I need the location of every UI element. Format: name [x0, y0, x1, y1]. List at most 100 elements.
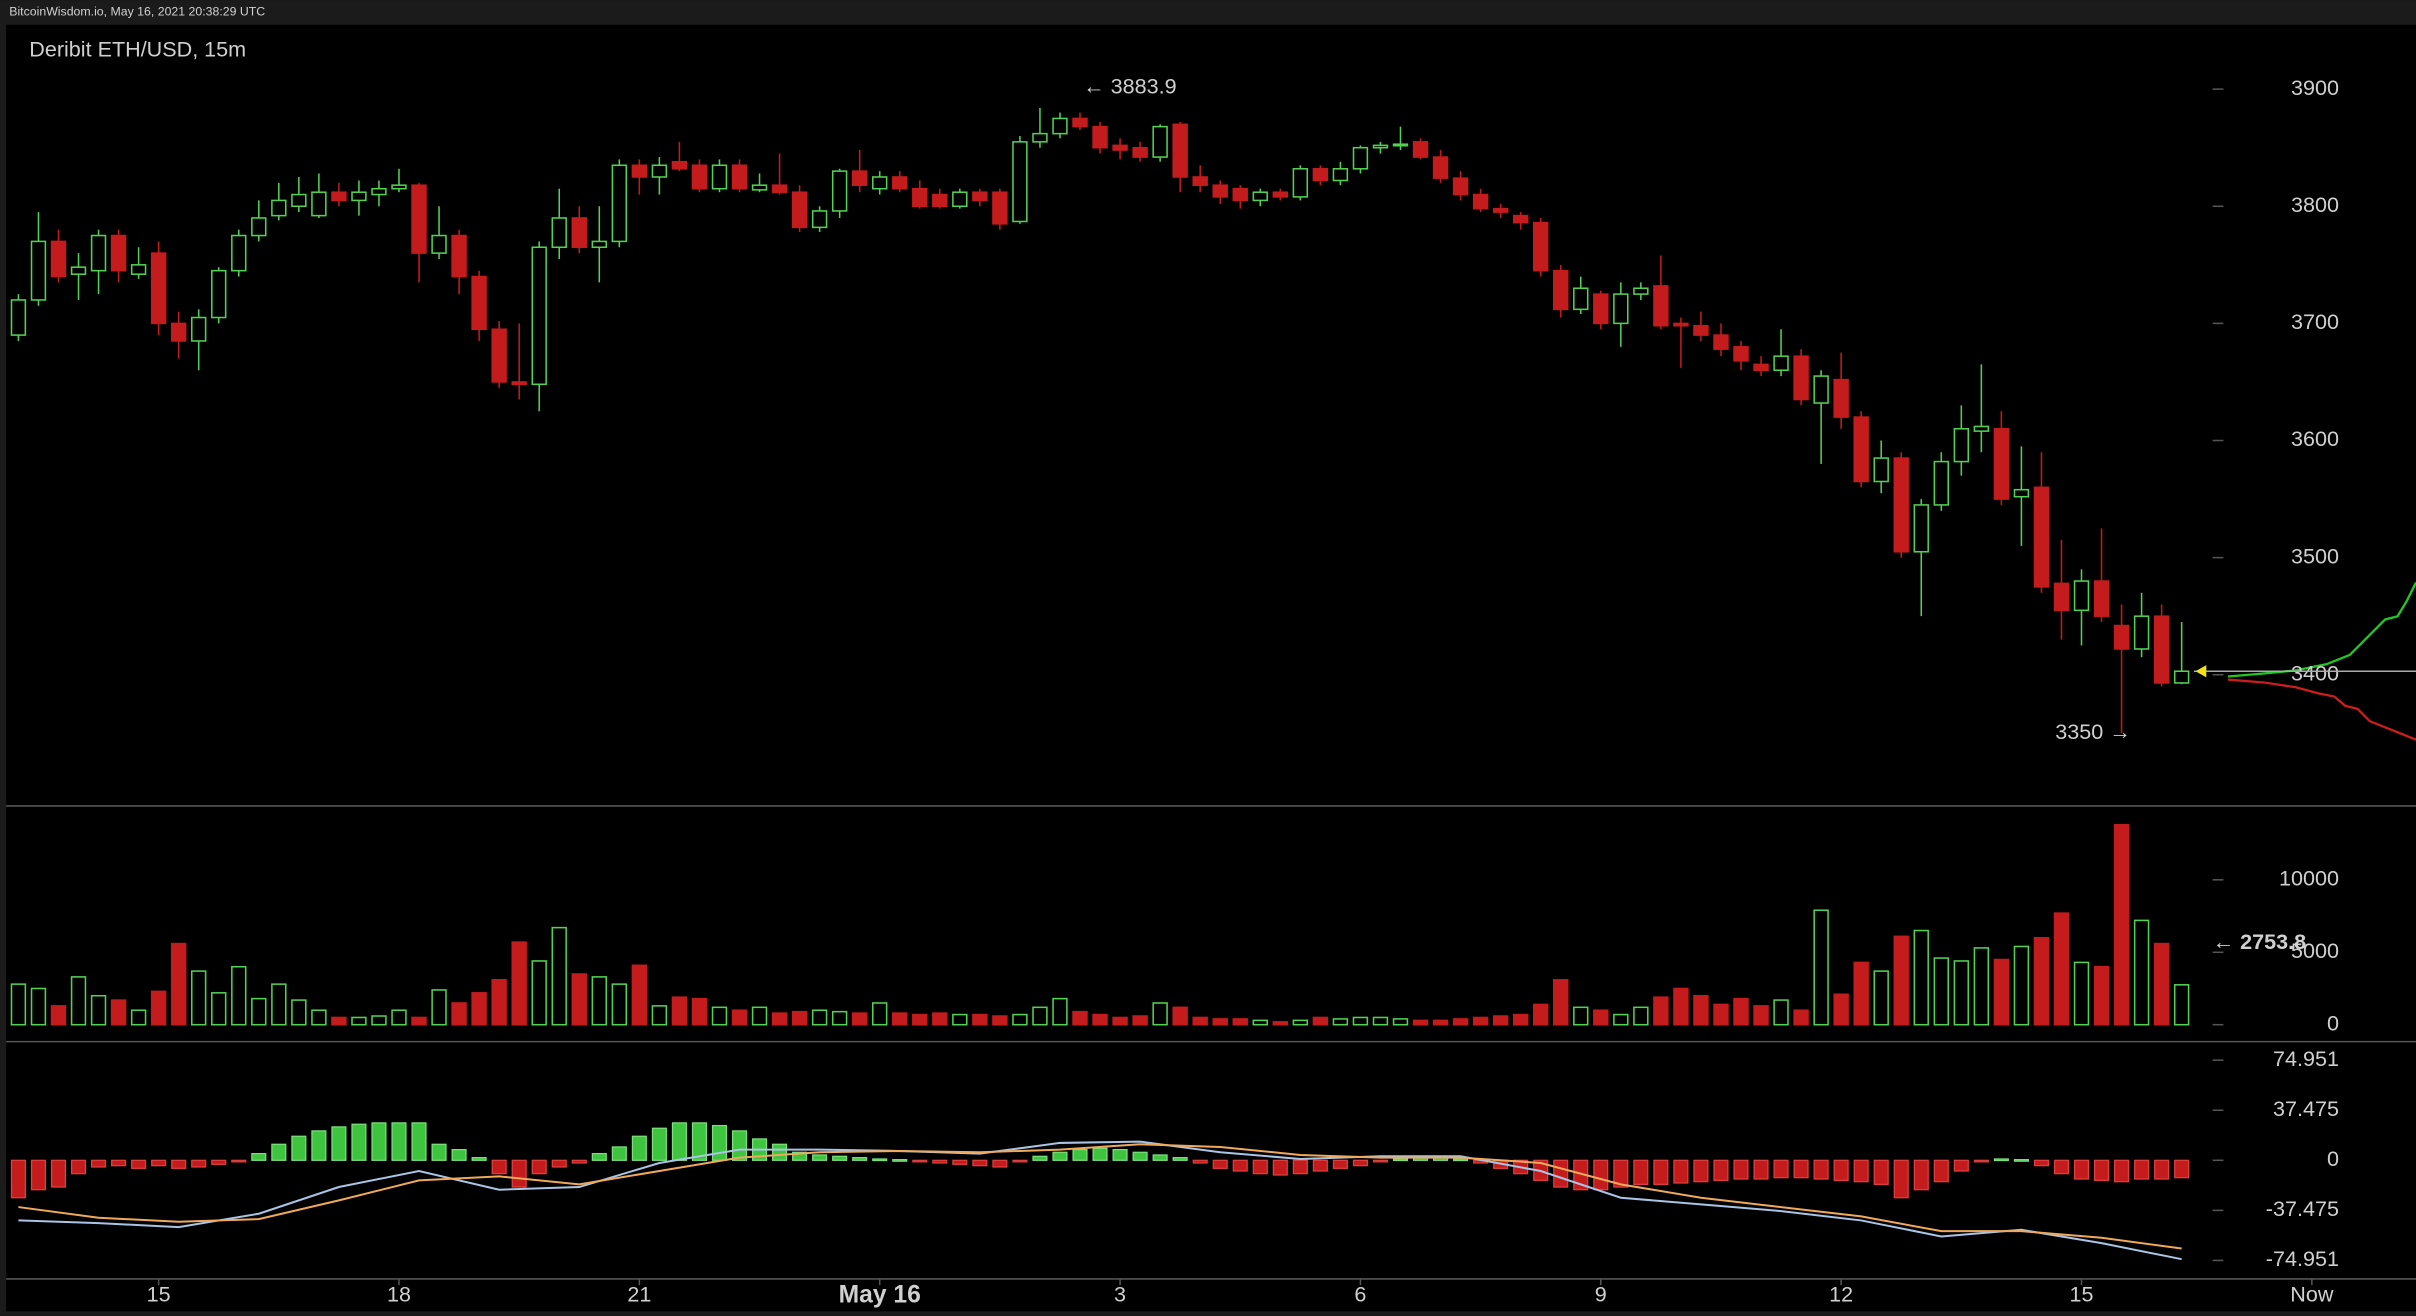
volume-bar — [912, 1013, 928, 1026]
candle-body — [531, 246, 547, 386]
volume-bar — [451, 1002, 467, 1026]
candle-body — [1332, 168, 1349, 182]
volume-bar — [491, 979, 507, 1026]
candle-body — [691, 164, 708, 190]
candle-body — [952, 191, 968, 208]
macd-histogram-bar — [1232, 1159, 1248, 1172]
candle-body — [50, 240, 67, 278]
candle-body — [1312, 168, 1329, 182]
macd-histogram-bar — [131, 1159, 147, 1169]
volume-bar — [972, 1013, 988, 1026]
volume-bar — [2093, 965, 2110, 1026]
macd-histogram-bar — [1272, 1159, 1288, 1176]
macd-histogram-bar — [852, 1157, 868, 1161]
volume-bar — [1913, 929, 1929, 1026]
candle-body — [1713, 334, 1729, 350]
volume-bar — [1753, 1005, 1769, 1026]
macd-histogram-bar — [191, 1159, 207, 1168]
candle-body — [1532, 221, 1549, 272]
volume-bar — [1472, 1016, 1489, 1026]
macd-histogram-bar — [1312, 1159, 1328, 1172]
candle-body — [1693, 324, 1709, 336]
volume-bar — [1512, 1013, 1529, 1026]
candle-body — [2133, 615, 2150, 650]
macd-histogram-bar — [972, 1159, 988, 1167]
candle-body — [1973, 425, 1990, 432]
macd-histogram-bar — [1713, 1159, 1729, 1181]
macd-histogram-bar — [451, 1149, 467, 1161]
volume-bar — [1192, 1016, 1208, 1026]
macd-histogram-bar — [391, 1122, 407, 1161]
x-tick-label: 18 — [387, 1282, 411, 1307]
macd-histogram-bar — [1032, 1155, 1048, 1161]
candle-body — [1212, 184, 1228, 198]
candle-body — [1913, 504, 1929, 553]
y-tick-label: 3600 — [2291, 426, 2339, 451]
candle-body — [1432, 156, 1449, 179]
x-tick-label: 6 — [1354, 1282, 1366, 1307]
candle-body — [1072, 117, 1088, 128]
macd-histogram-bar — [371, 1122, 387, 1161]
y-tick-label: 3400 — [2291, 660, 2339, 685]
volume-bar — [1152, 1002, 1168, 1026]
macd-histogram-bar — [1973, 1159, 1989, 1163]
volume-bar — [1032, 1006, 1048, 1026]
volume-bar — [691, 997, 708, 1026]
macd-histogram-bar — [1332, 1159, 1348, 1169]
candle-body — [1272, 191, 1289, 198]
volume-bar — [2153, 942, 2170, 1026]
volume-bar — [1993, 958, 2010, 1026]
macd-histogram-bar — [1072, 1149, 1088, 1161]
volume-bar — [731, 1009, 748, 1026]
volume-bar — [1893, 935, 1909, 1026]
candle-body — [892, 176, 908, 190]
macd-histogram-bar — [651, 1127, 667, 1161]
volume-bar — [892, 1012, 908, 1026]
candle-body — [1993, 428, 2010, 500]
macd-histogram-bar — [1833, 1159, 1849, 1181]
candle-body — [251, 217, 267, 237]
volume-bar — [1372, 1016, 1389, 1026]
volume-bar — [211, 992, 227, 1026]
macd-histogram-bar — [251, 1153, 267, 1161]
volume-bar — [1673, 987, 1689, 1026]
macd-histogram-bar — [571, 1159, 587, 1164]
macd-histogram-bar — [611, 1146, 627, 1161]
macd-histogram-bar — [1252, 1159, 1268, 1175]
candle-body — [1613, 293, 1629, 325]
volume-bar — [471, 992, 487, 1026]
macd-histogram-bar — [551, 1159, 567, 1168]
candle-body — [511, 381, 527, 386]
candle-body — [190, 316, 207, 342]
volume-bar — [1392, 1018, 1409, 1026]
y-tick-label: 5000 — [2291, 938, 2339, 963]
volume-bar — [531, 960, 547, 1026]
volume-bar — [811, 1009, 828, 1026]
volume-bar — [771, 1012, 788, 1026]
x-tick-label: Now — [2290, 1282, 2334, 1307]
macd-histogram-bar — [952, 1159, 968, 1165]
candle-body — [611, 164, 628, 243]
volume-bar — [1973, 947, 1990, 1026]
y-tick-label: 0 — [2327, 1010, 2339, 1035]
candle-body — [591, 240, 607, 249]
macd-histogram-bar — [1613, 1159, 1629, 1188]
candle-body — [1112, 144, 1128, 151]
macd-histogram-bar — [792, 1151, 808, 1161]
candle-body — [30, 240, 47, 301]
candle-body — [2113, 624, 2130, 650]
candle-body — [1853, 416, 1869, 483]
volume-bar — [351, 1016, 367, 1026]
candle-body — [791, 191, 808, 229]
last-price-marker — [2195, 665, 2207, 678]
macd-histogram-bar — [50, 1159, 67, 1188]
header: BitcoinWisdom.io, May 16, 2021 20:38:29 … — [9, 5, 265, 19]
macd-histogram-bar — [1933, 1159, 1949, 1183]
candle-body — [1412, 141, 1429, 158]
candle-body — [170, 322, 187, 342]
macd-histogram-bar — [711, 1124, 728, 1161]
y-tick-label: 0 — [2327, 1146, 2339, 1171]
macd-histogram-bar — [111, 1159, 127, 1167]
macd-histogram-bar — [2093, 1159, 2110, 1181]
